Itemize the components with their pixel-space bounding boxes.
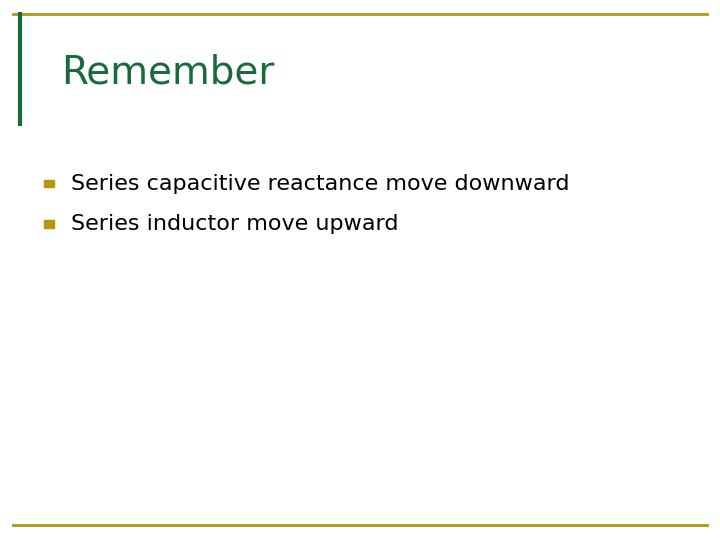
FancyBboxPatch shape (44, 180, 54, 187)
Text: Series inductor move upward: Series inductor move upward (71, 214, 398, 234)
Text: Remember: Remember (61, 54, 274, 92)
FancyBboxPatch shape (44, 220, 54, 228)
Text: Series capacitive reactance move downward: Series capacitive reactance move downwar… (71, 173, 569, 194)
